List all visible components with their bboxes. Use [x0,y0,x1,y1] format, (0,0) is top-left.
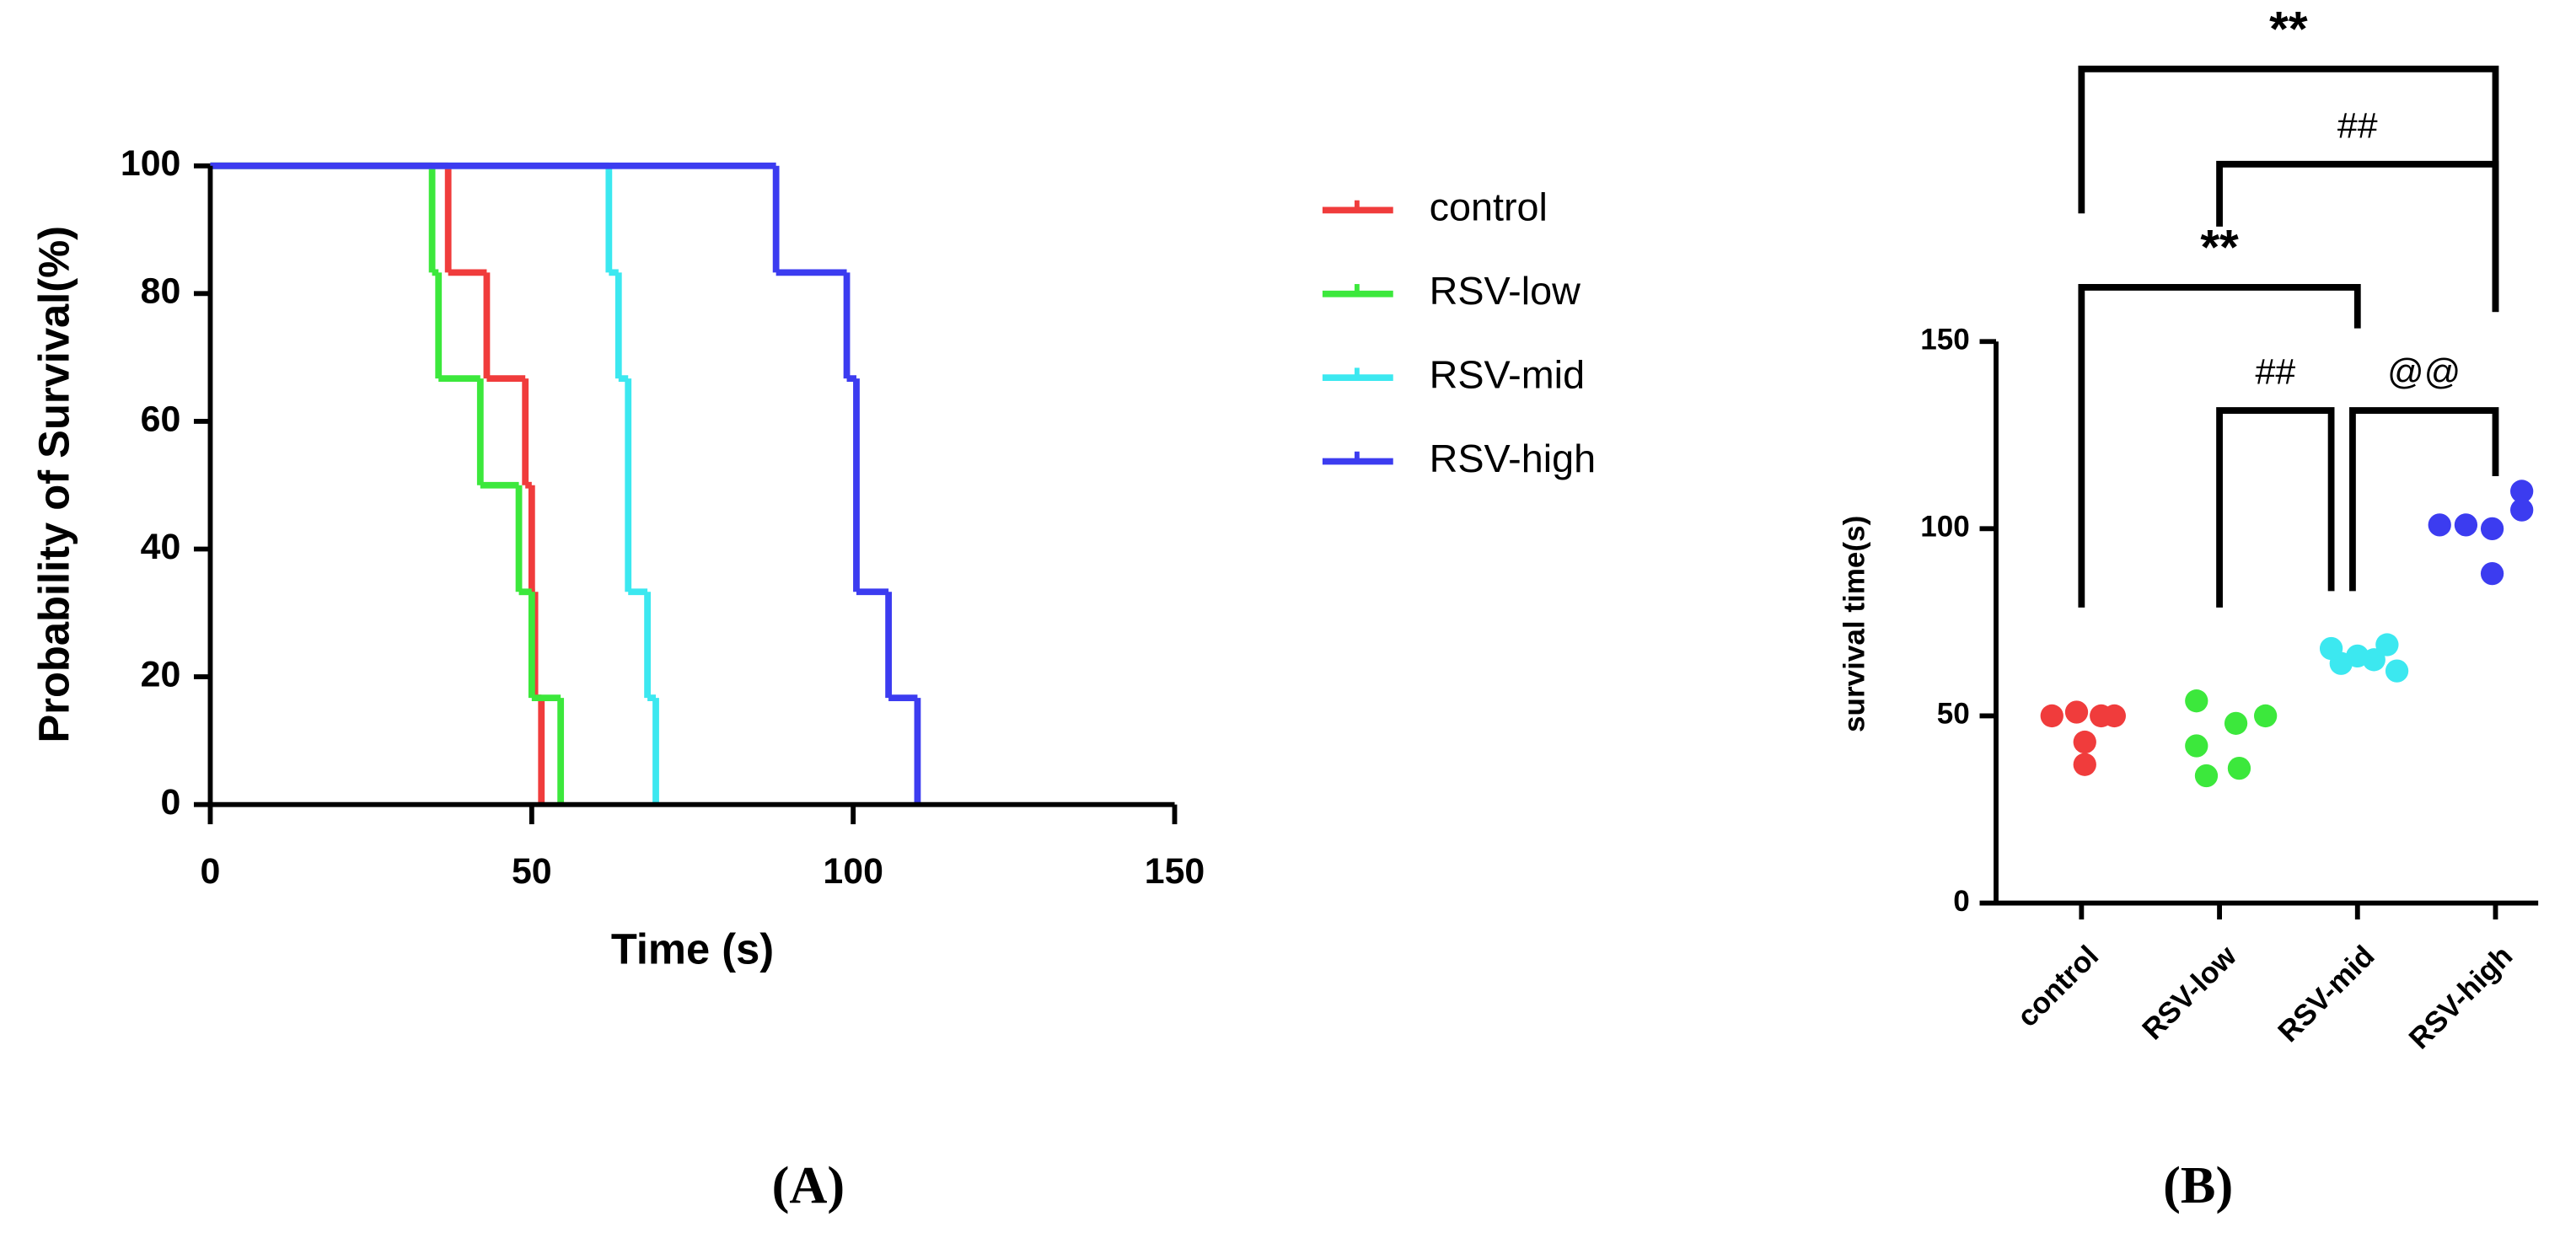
significance-bracket [2216,160,2499,313]
data-point [2375,633,2399,657]
y-tick-label: 60 [141,399,181,439]
significance-label: ## [2255,352,2295,393]
data-point [2185,734,2208,758]
legend-label: control [1430,185,1548,229]
y-tick-label: 0 [161,782,181,823]
x-axis-label: Time (s) [611,924,774,973]
data-point [2064,700,2089,724]
y-tick-label: 50 [1937,698,1970,731]
y-tick-label: 80 [141,271,181,312]
significance-bracket [2349,407,2499,592]
significance-label: @@ [2387,352,2461,393]
data-point [2480,517,2504,540]
x-tick-label: 50 [512,851,552,892]
data-point [2428,513,2451,537]
y-axis-label: Probability of Survival(%) [30,226,78,743]
x-tick-label: 100 [823,851,883,892]
data-point [2227,756,2251,780]
data-point [2185,689,2208,713]
data-point [2454,513,2478,537]
data-point [2362,648,2385,672]
legend-label: RSV-low [1430,269,1581,313]
data-point [2224,711,2248,735]
panel-label: (B) [2163,1156,2233,1214]
y-tick-label: 150 [1920,324,1970,356]
panel-label: (A) [772,1156,845,1214]
y-tick-label: 0 [1953,885,1970,918]
y-tick-label: 100 [121,143,181,184]
data-point [2254,704,2278,728]
legend-label: RSV-mid [1430,352,1585,396]
data-point [2073,730,2096,754]
data-point [2329,651,2353,675]
data-point [2040,704,2063,728]
x-tick-label: 0 [201,851,221,892]
y-tick-label: 100 [1920,511,1970,544]
data-point [2194,764,2219,788]
data-point [2102,704,2126,728]
y-tick-label: 40 [141,527,181,567]
y-axis-label: survival time(s) [1838,516,1871,732]
data-point [2510,480,2534,503]
y-tick-label: 20 [141,654,181,694]
significance-label: ** [2200,221,2239,276]
data-point [2385,659,2409,683]
data-point [2480,562,2504,586]
significance-bracket [2078,284,2361,608]
significance-label: ** [2269,2,2308,56]
legend-label: RSV-high [1430,437,1597,480]
significance-bracket [2216,407,2335,608]
significance-label: ## [2337,105,2378,146]
data-point [2510,498,2534,522]
x-tick-label: 150 [1145,851,1205,892]
data-point [2073,753,2096,776]
